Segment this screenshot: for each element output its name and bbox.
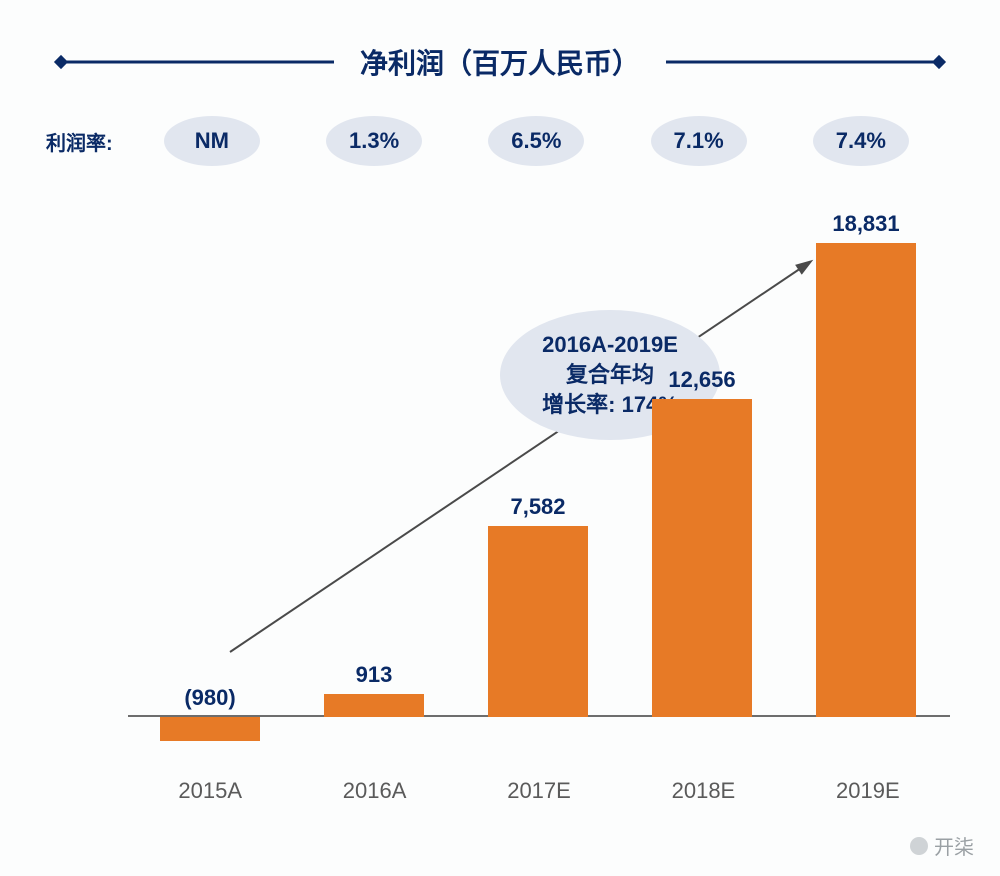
- x-tick: 2019E: [786, 770, 950, 810]
- title-rule: 净利润（百万人民币）: [60, 40, 940, 84]
- bar: 7,582: [488, 494, 588, 717]
- bar-value-label: (980): [184, 685, 235, 711]
- margin-rate-badge: 1.3%: [326, 116, 422, 166]
- bar-value-label: 18,831: [832, 211, 899, 237]
- margin-rate-badge: NM: [164, 116, 260, 166]
- bar-rect: [488, 526, 588, 717]
- bar: 12,656: [652, 367, 752, 717]
- plot-area: (980) 913 7,582 12,656 18,831: [128, 214, 950, 762]
- x-tick: 2016A: [292, 770, 456, 810]
- margin-rate-badges: NM 1.3% 6.5% 7.1% 7.4%: [131, 116, 942, 166]
- x-axis: 2015A 2016A 2017E 2018E 2019E: [128, 770, 950, 810]
- watermark-text: 开柒: [934, 831, 974, 860]
- bar-rect: [324, 694, 424, 717]
- margin-rate-badge: 7.1%: [651, 116, 747, 166]
- x-tick: 2015A: [128, 770, 292, 810]
- bar-value-label: 12,656: [668, 367, 735, 393]
- bar-rect: [160, 717, 260, 742]
- bar: (980): [160, 717, 260, 742]
- x-tick: 2018E: [621, 770, 785, 810]
- bar: 913: [324, 662, 424, 717]
- x-tick: 2017E: [457, 770, 621, 810]
- bar: 18,831: [816, 211, 916, 716]
- watermark-icon: [910, 837, 928, 855]
- bar-rect: [816, 243, 916, 716]
- bar-value-label: 7,582: [510, 494, 565, 520]
- margin-rate-label: 利润率:: [46, 127, 113, 156]
- watermark: 开柒: [910, 831, 974, 860]
- bar-chart: 2016A-2019E 复合年均 增长率: 174% (980) 913 7,5…: [40, 214, 960, 834]
- margin-rate-badge: 6.5%: [488, 116, 584, 166]
- bar-rect: [652, 399, 752, 717]
- bar-value-label: 913: [356, 662, 393, 688]
- margin-rate-row: 利润率: NM 1.3% 6.5% 7.1% 7.4%: [40, 116, 960, 166]
- margin-rate-badge: 7.4%: [813, 116, 909, 166]
- page: 净利润（百万人民币） 利润率: NM 1.3% 6.5% 7.1% 7.4% 2…: [0, 0, 1000, 876]
- chart-title: 净利润（百万人民币）: [334, 40, 666, 84]
